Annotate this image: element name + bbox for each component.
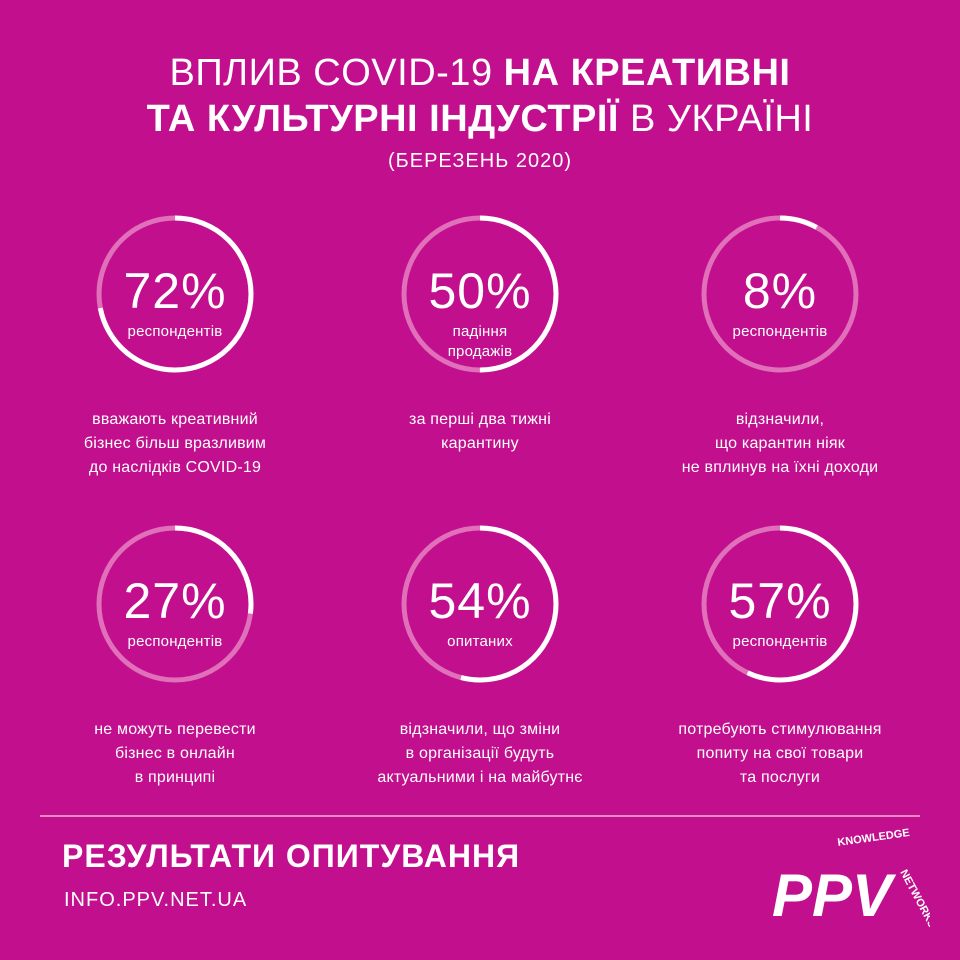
- stat-unit: респондентів: [732, 633, 828, 650]
- stat-description-line: вважають креативний: [92, 411, 258, 428]
- title-line-2: ТА КУЛЬТУРНІ ІНДУСТРІЇ В УКРАЇНІ: [0, 96, 960, 142]
- stat-description-line: відзначили,: [735, 411, 825, 428]
- progress-ring-icon: [96, 215, 254, 373]
- stat-description-line: бізнес більш вразливим: [83, 435, 267, 452]
- stat-description-line: в принципі: [134, 769, 216, 786]
- stat-value: 72%: [123, 263, 227, 319]
- stat-card: 27% респондентів не можуть перевести бізнес…: [25, 520, 325, 850]
- stat-description-line: відзначили, що зміни: [399, 721, 561, 738]
- stat-unit: респондентів: [127, 633, 223, 650]
- logo-word-top: KNOWLEDGE: [837, 827, 911, 849]
- ring-fill: [96, 215, 254, 373]
- title-bold-part: ТА КУЛЬТУРНІ ІНДУСТРІЇ: [146, 98, 619, 140]
- title-light-part: ВПЛИВ COVID-19: [169, 52, 504, 94]
- stat-description-line: карантину: [441, 435, 519, 452]
- stat-unit: опитаних: [447, 633, 513, 650]
- stat-description: не можуть перевести бізнес в онлайн в прин…: [25, 718, 325, 790]
- ppv-logo-icon: PPV KNOWLEDGE NETWORKS: [772, 827, 930, 930]
- stat-description-line: за перші два тижні: [409, 411, 551, 428]
- stat-description-line: не вплинув на їхні доходи: [681, 459, 879, 476]
- stat-card: 8% респондентів відзначили, що карантин нія…: [630, 210, 930, 540]
- stat-description-line: в організації будуть: [405, 745, 555, 762]
- title-light-part: В УКРАЇНІ: [618, 98, 814, 140]
- stat-description-line: потребують стимулювання: [678, 721, 882, 738]
- stat-description-line: не можуть перевести: [94, 721, 256, 738]
- stat-value: 54%: [428, 573, 532, 629]
- stat-description: потребують стимулювання попиту на свої то…: [630, 718, 930, 790]
- stat-description-line: попиту на свої товари: [696, 745, 864, 762]
- stat-card: 50% падіння продажів за перші два тижні кар…: [330, 210, 630, 540]
- progress-ring: [696, 210, 864, 378]
- stat-card: 57% респондентів потребують стимулювання по…: [630, 520, 930, 850]
- stat-description-line: що карантин ніяк: [714, 435, 845, 452]
- stat-description-line: бізнес в онлайн: [115, 745, 235, 762]
- stat-card: 54% опитаних відзначили, що зміни в організ…: [330, 520, 630, 850]
- progress-ring-icon: [96, 525, 254, 683]
- progress-ring: [396, 210, 564, 378]
- progress-ring: [91, 520, 259, 688]
- divider: [40, 815, 920, 817]
- ring-fill: [701, 525, 859, 683]
- stat-unit: падіння продажів: [447, 323, 513, 360]
- progress-ring-icon: [401, 525, 559, 683]
- stat-description-line: та послуги: [739, 769, 821, 786]
- progress-ring-icon: [701, 525, 859, 683]
- progress-ring-icon: [701, 215, 859, 373]
- ppv-logo: PPV KNOWLEDGE NETWORKS: [760, 824, 930, 944]
- stat-value: 27%: [123, 573, 227, 629]
- stat-description: вважають креативний бізнес більш вразливи…: [25, 408, 325, 480]
- stat-description-line: актуальними і на майбутнє: [377, 769, 583, 786]
- title-bold-part: НА КРЕАТИВНІ: [503, 52, 791, 94]
- ring-fill: [401, 525, 559, 683]
- stat-value: 8%: [742, 263, 818, 319]
- progress-ring: [396, 520, 564, 688]
- ring-fill: [701, 215, 859, 373]
- subtitle: (БЕРЕЗЕНЬ 2020): [387, 150, 573, 172]
- stat-card: 72% респондентів вважають креативний бізнес…: [25, 210, 325, 540]
- stat-description: за перші два тижні карантину: [330, 408, 630, 456]
- stat-description-line: до наслідків COVID-19: [88, 459, 262, 476]
- progress-ring: [696, 520, 864, 688]
- stat-value: 57%: [728, 573, 832, 629]
- title-line-1: ВПЛИВ COVID-19 НА КРЕАТИВНІ: [0, 50, 960, 96]
- ring-fill: [401, 215, 559, 373]
- stat-unit: респондентів: [732, 323, 828, 340]
- stat-unit: респондентів: [127, 323, 223, 340]
- progress-ring-icon: [401, 215, 559, 373]
- footer-url-link[interactable]: INFO.PPV.NET.UA: [64, 889, 248, 911]
- logo-mark: PPV: [772, 862, 897, 929]
- progress-ring: [91, 210, 259, 378]
- logo-word-side: NETWORKS: [897, 868, 930, 930]
- stat-description: відзначили, що зміни в організації будуть…: [330, 718, 630, 790]
- footer-title: РЕЗУЛЬТАТИ ОПИТУВАННЯ: [62, 838, 521, 874]
- stat-value: 50%: [428, 263, 532, 319]
- ring-fill: [96, 525, 254, 683]
- stat-description: відзначили, що карантин ніяк не вплинув на…: [630, 408, 930, 480]
